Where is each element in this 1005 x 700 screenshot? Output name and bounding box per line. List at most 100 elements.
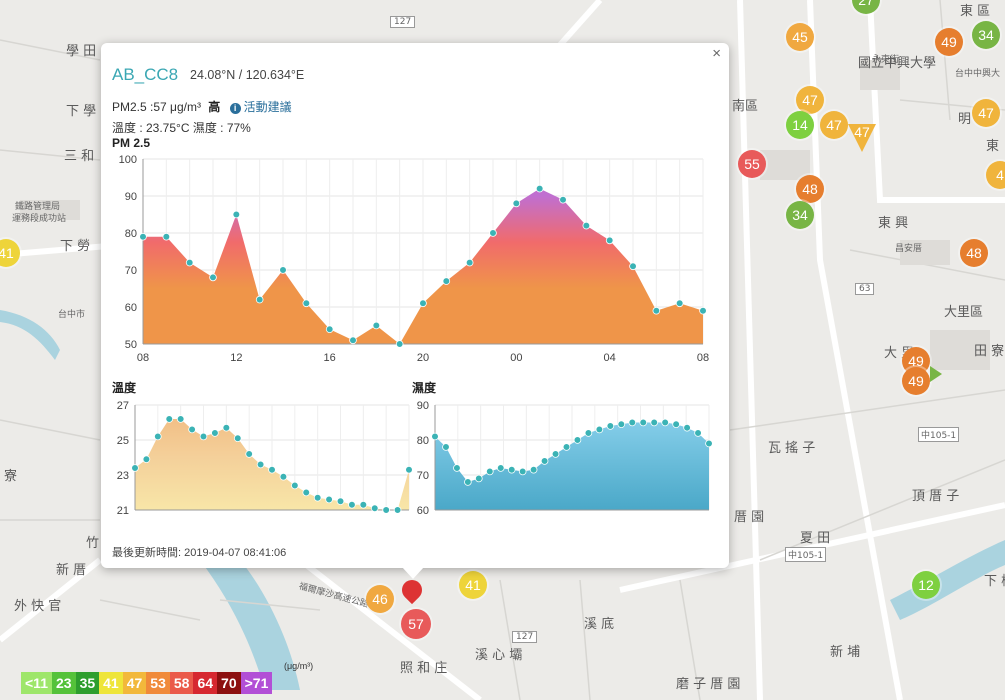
data-point[interactable] bbox=[551, 450, 560, 458]
data-point[interactable] bbox=[382, 506, 390, 514]
sensor-marker[interactable]: 49 bbox=[902, 367, 930, 395]
data-point[interactable] bbox=[489, 229, 497, 237]
data-point[interactable] bbox=[395, 340, 404, 348]
data-point[interactable] bbox=[529, 465, 538, 474]
sensor-marker[interactable]: 49 bbox=[935, 28, 963, 56]
data-point[interactable] bbox=[650, 418, 659, 427]
data-point[interactable] bbox=[464, 478, 472, 486]
sensor-marker[interactable]: 55 bbox=[738, 150, 766, 178]
sensor-marker[interactable]: 47 bbox=[796, 86, 824, 114]
data-point[interactable] bbox=[162, 232, 171, 241]
data-point[interactable] bbox=[232, 210, 241, 219]
data-point[interactable] bbox=[699, 306, 707, 315]
sensor-marker[interactable]: 45 bbox=[786, 23, 814, 51]
data-point[interactable] bbox=[142, 455, 151, 464]
sensor-marker[interactable]: 47 bbox=[820, 111, 848, 139]
sensor-marker[interactable]: 47 bbox=[972, 99, 1000, 127]
data-point[interactable] bbox=[348, 500, 356, 509]
data-point[interactable] bbox=[595, 425, 604, 434]
data-point[interactable] bbox=[211, 429, 219, 437]
activity-advice-link[interactable]: i 活動建議 bbox=[229, 100, 292, 114]
data-point[interactable] bbox=[233, 434, 242, 443]
data-point[interactable] bbox=[442, 277, 451, 285]
sensor-marker-triangle[interactable]: 47 bbox=[848, 124, 876, 152]
data-point[interactable] bbox=[629, 262, 637, 271]
close-button[interactable]: × bbox=[712, 45, 721, 62]
data-point[interactable] bbox=[573, 436, 582, 444]
data-point[interactable] bbox=[661, 418, 669, 427]
data-point[interactable] bbox=[605, 236, 614, 245]
data-point[interactable] bbox=[453, 464, 461, 472]
sensor-marker[interactable]: 46 bbox=[366, 585, 394, 613]
data-point[interactable] bbox=[185, 258, 194, 267]
data-point[interactable] bbox=[279, 472, 288, 481]
data-point[interactable] bbox=[370, 504, 379, 513]
data-point[interactable] bbox=[165, 415, 174, 423]
data-point[interactable] bbox=[507, 465, 516, 474]
data-point[interactable] bbox=[268, 465, 276, 474]
data-point[interactable] bbox=[336, 497, 345, 506]
data-point[interactable] bbox=[131, 464, 139, 472]
data-point[interactable] bbox=[313, 493, 322, 502]
data-point[interactable] bbox=[683, 423, 691, 432]
sensor-marker[interactable]: 48 bbox=[796, 175, 824, 203]
data-point[interactable] bbox=[245, 450, 253, 458]
sensor-marker[interactable]: 34 bbox=[786, 201, 814, 229]
data-point[interactable] bbox=[705, 439, 713, 448]
sensor-marker[interactable]: 14 bbox=[786, 111, 814, 139]
data-point[interactable] bbox=[302, 299, 311, 308]
data-point[interactable] bbox=[325, 325, 334, 334]
data-point[interactable] bbox=[475, 474, 483, 483]
sensor-marker[interactable]: 27 bbox=[852, 0, 880, 14]
data-point[interactable] bbox=[255, 295, 264, 304]
sensor-marker[interactable]: 41 bbox=[459, 571, 487, 599]
data-point[interactable] bbox=[652, 306, 661, 315]
place-dongqu: 東 區 bbox=[960, 4, 991, 19]
data-point[interactable] bbox=[518, 467, 527, 476]
data-point[interactable] bbox=[209, 273, 217, 282]
sensor-marker[interactable]: 41 bbox=[0, 239, 20, 267]
data-point[interactable] bbox=[496, 464, 505, 472]
data-point[interactable] bbox=[291, 481, 299, 490]
sensor-marker[interactable]: 4 bbox=[986, 161, 1005, 189]
data-point[interactable] bbox=[188, 425, 196, 434]
data-point[interactable] bbox=[562, 443, 571, 451]
data-point[interactable] bbox=[535, 184, 544, 193]
series-area bbox=[143, 188, 703, 344]
data-point[interactable] bbox=[582, 221, 591, 230]
data-point[interactable] bbox=[349, 336, 357, 345]
data-point[interactable] bbox=[431, 432, 439, 441]
sensor-marker[interactable]: 48 bbox=[960, 239, 988, 267]
data-point[interactable] bbox=[442, 443, 450, 451]
data-point[interactable] bbox=[199, 432, 208, 441]
data-point[interactable] bbox=[393, 506, 402, 514]
data-point[interactable] bbox=[302, 488, 311, 497]
data-point[interactable] bbox=[486, 467, 494, 476]
data-point[interactable] bbox=[628, 418, 637, 427]
data-point[interactable] bbox=[176, 415, 185, 423]
data-point[interactable] bbox=[465, 258, 474, 267]
data-point[interactable] bbox=[372, 321, 381, 330]
data-point[interactable] bbox=[617, 420, 626, 429]
data-point[interactable] bbox=[606, 422, 615, 430]
data-point[interactable] bbox=[139, 232, 147, 241]
data-point[interactable] bbox=[512, 199, 521, 208]
data-point[interactable] bbox=[639, 418, 648, 427]
sensor-marker[interactable]: 12 bbox=[912, 571, 940, 599]
data-point[interactable] bbox=[675, 299, 684, 308]
data-point[interactable] bbox=[405, 465, 412, 474]
data-point[interactable] bbox=[694, 429, 702, 437]
data-point[interactable] bbox=[359, 500, 368, 509]
data-point[interactable] bbox=[222, 423, 231, 432]
data-point[interactable] bbox=[419, 299, 427, 308]
data-point[interactable] bbox=[672, 420, 680, 429]
data-point[interactable] bbox=[584, 429, 593, 437]
data-point[interactable] bbox=[256, 460, 265, 469]
data-point[interactable] bbox=[154, 432, 162, 441]
data-point[interactable] bbox=[559, 195, 567, 204]
data-point[interactable] bbox=[540, 457, 549, 465]
data-point[interactable] bbox=[279, 266, 287, 274]
sensor-marker[interactable]: 34 bbox=[972, 21, 1000, 49]
data-point[interactable] bbox=[325, 495, 333, 504]
sensor-marker-selected[interactable]: 57 bbox=[401, 609, 431, 639]
